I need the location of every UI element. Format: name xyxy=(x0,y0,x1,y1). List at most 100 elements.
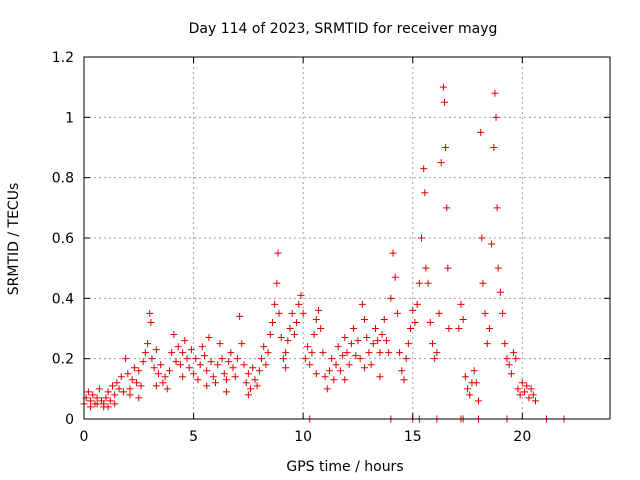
data-point xyxy=(255,367,263,375)
data-point xyxy=(159,379,167,387)
data-point xyxy=(391,273,399,281)
data-point xyxy=(249,364,257,372)
chart-title: Day 114 of 2023, SRMTID for receiver may… xyxy=(189,21,498,37)
data-point xyxy=(174,343,182,351)
data-point xyxy=(371,325,379,332)
x-tick-label: 15 xyxy=(404,429,422,445)
data-point xyxy=(198,343,206,351)
y-tick-label: 0.4 xyxy=(52,291,74,307)
data-point xyxy=(499,309,507,317)
data-point xyxy=(491,89,499,97)
data-point xyxy=(196,361,204,369)
data-point xyxy=(457,300,465,308)
data-point xyxy=(361,315,369,323)
data-point xyxy=(275,309,283,317)
data-point xyxy=(380,315,388,323)
y-tick-label: 1.2 xyxy=(52,50,74,66)
data-point xyxy=(470,367,478,375)
data-point xyxy=(325,367,333,375)
data-point xyxy=(516,391,524,399)
data-point xyxy=(421,189,429,197)
data-point xyxy=(304,343,312,351)
data-point xyxy=(172,358,180,366)
data-point xyxy=(216,340,224,348)
data-point xyxy=(493,204,501,212)
data-point xyxy=(203,367,211,375)
data-point xyxy=(475,397,482,405)
data-point xyxy=(332,361,340,369)
data-point xyxy=(323,385,331,393)
data-point xyxy=(413,300,421,308)
y-tick-label: 0 xyxy=(65,412,74,428)
data-point xyxy=(510,349,518,357)
data-point xyxy=(376,349,384,357)
data-point xyxy=(352,352,360,360)
data-point xyxy=(260,343,268,351)
x-tick-label: 0 xyxy=(80,429,89,445)
data-point xyxy=(464,385,472,393)
data-point xyxy=(400,376,408,384)
data-point xyxy=(192,355,200,363)
data-point xyxy=(529,391,537,399)
data-point xyxy=(282,364,290,372)
data-point xyxy=(284,337,292,345)
data-point xyxy=(225,358,233,366)
data-point xyxy=(185,364,193,372)
data-point xyxy=(176,361,184,369)
data-point xyxy=(441,98,449,106)
data-point xyxy=(334,343,342,351)
data-point xyxy=(124,370,132,378)
data-point xyxy=(527,385,535,393)
data-point xyxy=(155,370,163,378)
data-point xyxy=(501,340,509,348)
data-point xyxy=(201,352,209,360)
data-point xyxy=(310,331,318,339)
data-point xyxy=(148,355,156,363)
data-point xyxy=(411,318,419,326)
data-point xyxy=(104,388,112,396)
data-point xyxy=(345,361,353,369)
data-point xyxy=(409,306,417,314)
data-point xyxy=(168,349,176,357)
data-point xyxy=(87,403,95,411)
x-tick-label: 5 xyxy=(189,429,198,445)
data-point xyxy=(135,367,143,375)
data-point xyxy=(242,379,250,387)
data-point xyxy=(398,367,406,375)
data-point xyxy=(181,337,189,345)
data-point xyxy=(297,291,305,299)
data-point xyxy=(264,349,272,357)
data-point xyxy=(141,349,149,357)
data-point xyxy=(150,364,158,372)
data-point xyxy=(238,340,246,348)
data-point xyxy=(505,361,513,369)
data-point xyxy=(214,361,222,369)
data-point xyxy=(293,318,301,326)
data-point xyxy=(251,376,259,384)
data-point xyxy=(104,403,112,411)
data-point xyxy=(521,388,529,396)
data-point xyxy=(137,382,145,390)
data-point xyxy=(133,379,141,387)
data-point xyxy=(253,382,261,390)
data-point xyxy=(455,325,463,332)
data-point xyxy=(165,367,173,375)
data-point xyxy=(286,325,294,332)
data-point xyxy=(356,355,364,363)
data-point xyxy=(146,309,154,317)
data-point xyxy=(512,355,520,363)
data-point xyxy=(382,337,390,345)
data-point xyxy=(402,355,410,363)
data-point xyxy=(205,334,213,342)
axis-ticks xyxy=(83,56,610,420)
data-point xyxy=(435,309,443,317)
data-point xyxy=(93,394,101,402)
data-point xyxy=(389,249,397,257)
data-point xyxy=(229,364,237,372)
data-point xyxy=(374,337,382,345)
data-point xyxy=(128,376,136,384)
data-point xyxy=(271,300,279,308)
data-point xyxy=(442,144,450,151)
data-point xyxy=(490,144,498,151)
data-point xyxy=(319,349,327,357)
